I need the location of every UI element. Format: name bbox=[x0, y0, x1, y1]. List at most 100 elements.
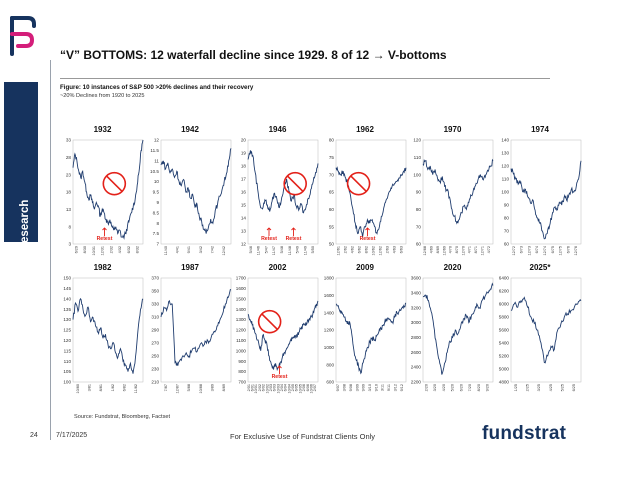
retest-label: Retest bbox=[261, 236, 277, 242]
x-tick-label: 4/70 bbox=[449, 246, 453, 253]
chart-svg: 6400 6200 6000 5800 5600 5400 5200 5000 4800 1/25… bbox=[498, 276, 581, 391]
chart-title: 2009 bbox=[356, 263, 374, 272]
y-tick-label: 17 bbox=[241, 177, 247, 182]
y-tick-label: 23 bbox=[66, 172, 72, 177]
y-tick-label: 5000 bbox=[498, 367, 509, 372]
y-tick-label: 100 bbox=[63, 380, 71, 385]
x-tick-label: 8/81 bbox=[99, 384, 103, 391]
plot-frame bbox=[160, 139, 231, 245]
no-v-bottom-slash bbox=[261, 313, 279, 331]
y-tick-label: 270 bbox=[151, 341, 159, 346]
y-tick-label: 14 bbox=[241, 216, 247, 221]
x-tick-label: 8/70 bbox=[455, 246, 459, 253]
plot-frame bbox=[247, 277, 319, 383]
y-tick-label: 135 bbox=[63, 307, 71, 312]
y-tick-label: 65 bbox=[328, 190, 334, 195]
y-tick-label: 13 bbox=[241, 229, 247, 234]
x-tick-label: 3/11 bbox=[380, 384, 384, 391]
plot-frame bbox=[247, 139, 319, 245]
x-tick-label: 12/70 bbox=[461, 246, 465, 256]
y-tick-label: 4800 bbox=[498, 380, 509, 385]
retest-arrow-icon bbox=[291, 227, 296, 236]
title-rule bbox=[60, 78, 550, 79]
y-tick-label: 18 bbox=[241, 164, 247, 169]
y-tick-label: 130 bbox=[63, 317, 71, 322]
x-tick-label: 6/06 bbox=[306, 384, 310, 391]
y-tick-label: 700 bbox=[238, 380, 246, 385]
x-tick-label: 6/05 bbox=[295, 384, 299, 391]
x-tick-label: 2/07 bbox=[313, 384, 317, 391]
chart-svg: 12 11.5 11 10.5 10 9.5 9 8.5 8 7.5 7 11/40 4/41 9/41 3… bbox=[150, 138, 231, 256]
x-tick-label: 3/08 bbox=[342, 384, 346, 391]
y-tick-label: 800 bbox=[238, 369, 246, 374]
sidebar: Macro Research bbox=[0, 0, 40, 479]
x-tick-label: 12/69 bbox=[442, 246, 446, 256]
chart-svg: 1700 1600 1500 1400 1300 1200 1100 1000 900 800 70… bbox=[236, 276, 319, 394]
x-tick-label: 4/63 bbox=[392, 246, 396, 253]
x-tick-label: 12/61 bbox=[336, 246, 340, 256]
y-tick-label: 600 bbox=[326, 380, 334, 385]
y-tick-label: 800 bbox=[326, 362, 334, 367]
x-tick-label: 6/03 bbox=[273, 384, 277, 391]
x-tick-label: 6/74 bbox=[535, 246, 539, 253]
x-tick-label: 9/09 bbox=[361, 384, 365, 391]
page-number: 24 bbox=[30, 432, 38, 439]
retest-label: Retest bbox=[286, 236, 302, 242]
y-tick-label: 18 bbox=[66, 190, 72, 195]
x-tick-label: 8/89 bbox=[222, 384, 226, 391]
retest-label: Retest bbox=[272, 374, 288, 380]
x-tick-label: 12/31 bbox=[101, 246, 105, 256]
x-tick-label: 10/01 bbox=[254, 384, 258, 394]
y-tick-label: 75 bbox=[328, 155, 334, 160]
x-tick-label: 12/76 bbox=[574, 246, 578, 256]
chart-2009: 2009 1800 1600 1400 1200 1000 800 600 9/07 3/08 9/… bbox=[323, 263, 408, 396]
x-tick-label: 5/48 bbox=[280, 246, 284, 253]
series-line bbox=[335, 166, 406, 238]
plot-frame bbox=[510, 277, 581, 383]
series-line bbox=[510, 160, 581, 240]
y-tick-label: 11.5 bbox=[150, 148, 159, 153]
chart-1987: 1987 370 350 330 310 290 270 250 230 210 7/87 12/87… bbox=[148, 263, 233, 396]
y-tick-label: 115 bbox=[64, 348, 72, 353]
series-line bbox=[160, 148, 231, 234]
plot-frame bbox=[335, 139, 406, 245]
y-tick-label: 2600 bbox=[411, 350, 422, 355]
x-tick-label: 4/20 bbox=[442, 384, 446, 391]
side-label: Macro Research bbox=[19, 199, 31, 289]
chart-title: 1982 bbox=[93, 263, 112, 272]
brand-logo: fundstrat bbox=[482, 423, 567, 444]
x-tick-label: 3/25 bbox=[537, 384, 541, 391]
x-tick-label: 4/72 bbox=[487, 246, 491, 253]
chart-title: 1970 bbox=[443, 125, 462, 134]
x-tick-label: 10/80 bbox=[76, 384, 80, 394]
chart-1962: 1962 80 75 70 65 60 55 50 12/61 2/62 4/62 6/62 8/62 1… bbox=[323, 125, 408, 258]
chart-2025: 2025* 6400 6200 6000 5800 5600 5400 5200 5000 480… bbox=[498, 263, 583, 396]
y-tick-label: 1400 bbox=[323, 310, 334, 315]
x-tick-label: 9/07 bbox=[336, 384, 340, 391]
x-tick-label: 12/62 bbox=[378, 246, 382, 256]
x-tick-label: 10/04 bbox=[287, 384, 291, 394]
x-tick-label: 7/87 bbox=[163, 384, 167, 391]
x-tick-label: 4/32 bbox=[118, 246, 122, 253]
y-tick-label: 16 bbox=[241, 190, 247, 195]
y-tick-label: 290 bbox=[151, 328, 159, 333]
y-tick-label: 60 bbox=[416, 242, 422, 247]
x-tick-label: 7/42 bbox=[210, 246, 214, 253]
y-tick-label: 6200 bbox=[498, 289, 509, 294]
chart-svg: 150 145 140 135 130 125 120 115 110 105 100 10/80 3/… bbox=[63, 276, 144, 394]
slide-date: 7/17/2025 bbox=[56, 432, 88, 439]
footer-note: For Exclusive Use of Fundstrat Clients O… bbox=[230, 432, 376, 441]
y-tick-label: 12 bbox=[153, 138, 159, 143]
x-tick-label: 2/02 bbox=[258, 384, 262, 391]
y-tick-label: 80 bbox=[328, 138, 334, 143]
x-tick-label: 3/42 bbox=[198, 246, 202, 253]
x-tick-label: 2/32 bbox=[109, 246, 113, 253]
x-tick-label: 8/32 bbox=[136, 246, 140, 253]
chart-title: 1946 bbox=[268, 125, 287, 134]
chart-title: 1962 bbox=[356, 125, 374, 134]
y-tick-label: 125 bbox=[63, 328, 71, 333]
x-tick-label: 10/05 bbox=[298, 384, 302, 394]
x-tick-label: 2/06 bbox=[302, 384, 306, 391]
series-line bbox=[160, 289, 231, 366]
